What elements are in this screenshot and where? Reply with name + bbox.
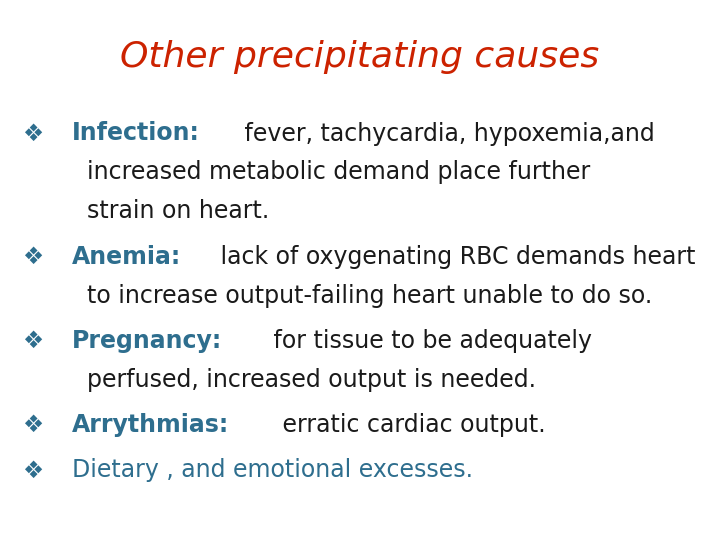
Text: ❖: ❖ xyxy=(22,413,42,437)
Text: fever, tachycardia, hypoxemia,and: fever, tachycardia, hypoxemia,and xyxy=(237,122,654,145)
Text: ❖: ❖ xyxy=(22,122,42,145)
Text: erratic cardiac output.: erratic cardiac output. xyxy=(275,413,546,437)
Text: perfused, increased output is needed.: perfused, increased output is needed. xyxy=(72,368,536,392)
Text: for tissue to be adequately: for tissue to be adequately xyxy=(266,329,592,353)
Text: ❖: ❖ xyxy=(22,329,42,353)
Text: Infection:: Infection: xyxy=(72,122,200,145)
Text: strain on heart.: strain on heart. xyxy=(72,199,269,223)
Text: ❖: ❖ xyxy=(22,458,42,482)
Text: Pregnancy:: Pregnancy: xyxy=(72,329,222,353)
Text: Anemia:: Anemia: xyxy=(72,245,181,268)
Text: ❖: ❖ xyxy=(22,245,42,268)
Text: increased metabolic demand place further: increased metabolic demand place further xyxy=(72,160,590,184)
Text: Arrythmias:: Arrythmias: xyxy=(72,413,229,437)
Text: lack of oxygenating RBC demands heart: lack of oxygenating RBC demands heart xyxy=(213,245,696,268)
Text: Dietary , and emotional excesses.: Dietary , and emotional excesses. xyxy=(72,458,473,482)
Text: to increase output-failing heart unable to do so.: to increase output-failing heart unable … xyxy=(72,284,652,307)
Text: Other precipitating causes: Other precipitating causes xyxy=(120,40,600,75)
